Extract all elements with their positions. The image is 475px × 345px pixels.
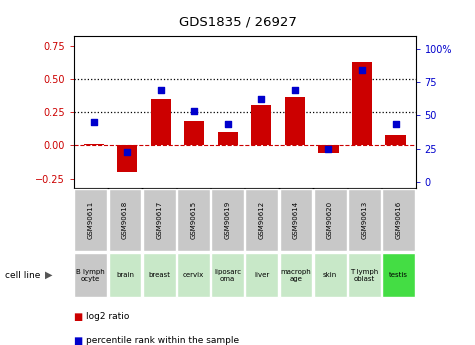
Text: percentile rank within the sample: percentile rank within the sample (86, 336, 238, 345)
Point (291, 87, 299, 93)
Point (224, 121, 232, 126)
Bar (218, 132, 238, 145)
Bar (177, 253, 210, 297)
Bar (314, 253, 347, 297)
Text: GDS1835 / 26927: GDS1835 / 26927 (179, 16, 296, 29)
Bar (151, 99, 171, 145)
Point (257, 97, 265, 102)
Text: brain: brain (116, 272, 134, 278)
Bar (108, 253, 142, 297)
Text: GSM90611: GSM90611 (88, 201, 94, 239)
Text: breast: breast (148, 272, 170, 278)
Text: cervix: cervix (183, 272, 204, 278)
Text: GSM90619: GSM90619 (225, 201, 230, 239)
Point (190, 109, 198, 114)
Bar (84, 144, 104, 145)
Bar (245, 189, 278, 250)
Bar (348, 253, 381, 297)
Text: T lymph
oblast: T lymph oblast (350, 269, 379, 282)
Text: GSM90613: GSM90613 (361, 201, 367, 239)
Text: cell line: cell line (5, 270, 40, 280)
Bar (348, 189, 381, 250)
Text: macroph
age: macroph age (281, 269, 311, 282)
Point (124, 149, 131, 154)
Bar (184, 121, 204, 145)
Bar (211, 253, 244, 297)
Point (157, 87, 165, 93)
Text: GSM90620: GSM90620 (327, 201, 333, 239)
Text: GSM90616: GSM90616 (396, 201, 401, 239)
Text: testis: testis (389, 272, 408, 278)
Bar (211, 189, 244, 250)
Bar (285, 98, 305, 145)
Bar (74, 189, 107, 250)
Bar (117, 145, 137, 172)
Bar (245, 253, 278, 297)
Text: ▶: ▶ (45, 270, 53, 280)
Text: GSM90617: GSM90617 (156, 201, 162, 239)
Text: log2 ratio: log2 ratio (86, 312, 129, 321)
Bar (318, 145, 339, 154)
Text: skin: skin (323, 272, 337, 278)
Bar (108, 189, 142, 250)
Bar (251, 106, 271, 145)
Text: B lymph
ocyte: B lymph ocyte (76, 269, 105, 282)
Point (90, 119, 97, 125)
Bar (279, 253, 313, 297)
Point (324, 146, 332, 152)
Bar (352, 61, 372, 145)
Text: GSM90615: GSM90615 (190, 201, 196, 239)
Bar (142, 189, 176, 250)
Point (358, 67, 366, 73)
Bar (142, 253, 176, 297)
Text: liposarc
oma: liposarc oma (214, 269, 241, 282)
Text: GSM90618: GSM90618 (122, 201, 128, 239)
Bar (382, 253, 415, 297)
Bar (314, 189, 347, 250)
Bar (279, 189, 313, 250)
Text: liver: liver (254, 272, 269, 278)
Text: ■: ■ (74, 336, 83, 345)
Point (392, 121, 399, 126)
Text: GSM90612: GSM90612 (259, 201, 265, 239)
Bar (177, 189, 210, 250)
Text: ■: ■ (74, 312, 83, 322)
Text: GSM90614: GSM90614 (293, 201, 299, 239)
Bar (385, 135, 406, 145)
Bar (382, 189, 415, 250)
Bar (74, 253, 107, 297)
